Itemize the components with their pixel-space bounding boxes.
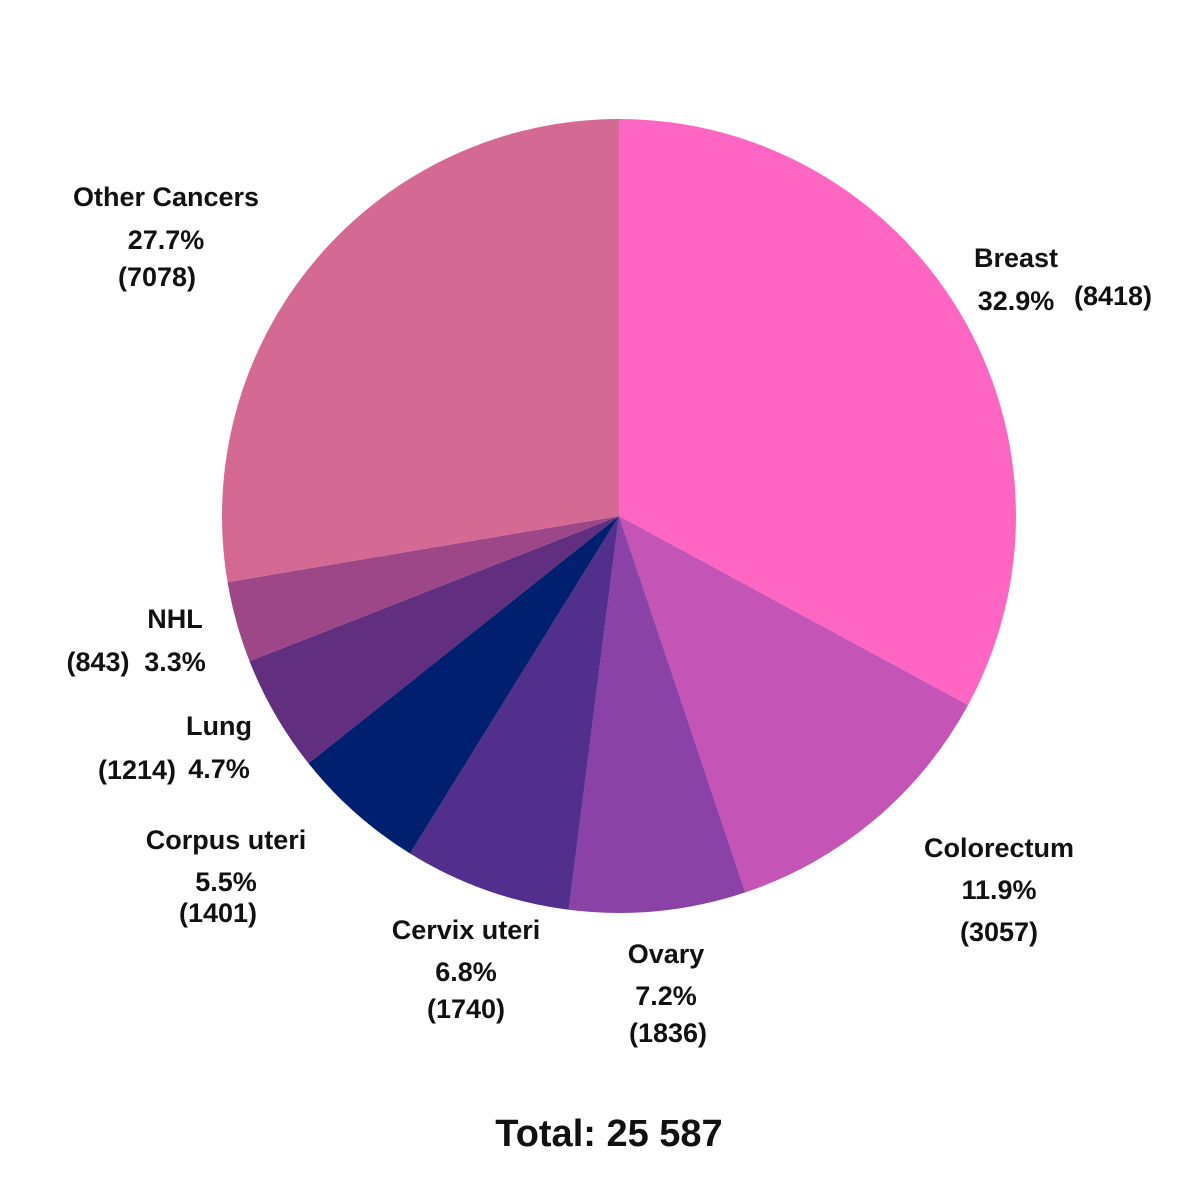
label-corpus-uteri-count: (1401) — [179, 898, 257, 928]
label-breast-percent: 32.9% — [978, 286, 1055, 316]
label-breast-category: Breast — [974, 243, 1058, 273]
pie-slice-ovary — [568, 516, 746, 913]
pie-slice-breast — [619, 119, 1017, 706]
pie-slice-lung — [249, 516, 619, 764]
pie-slice-other-cancers — [221, 119, 619, 583]
label-corpus-uteri-category: Corpus uteri — [146, 825, 307, 855]
label-other-cancers-count: (7078) — [118, 262, 196, 292]
pie-slice-colorectum — [619, 516, 969, 893]
label-other-cancers-percent: 27.7% — [128, 225, 205, 255]
label-lung-count: (1214) — [98, 755, 176, 785]
label-other-cancers-category: Other Cancers — [73, 182, 259, 212]
label-nhl-count: (843) — [66, 647, 129, 677]
label-ovary-percent: 7.2% — [635, 981, 697, 1011]
label-cervix-uteri-category: Cervix uteri — [392, 915, 541, 945]
total-label: Total: 25 587 — [495, 1113, 722, 1155]
pie-slice-corpus-uteri — [308, 516, 619, 854]
label-corpus-uteri-percent: 5.5% — [195, 867, 257, 897]
label-cervix-uteri-count: (1740) — [427, 994, 505, 1024]
label-nhl-percent: 3.3% — [144, 647, 206, 677]
label-ovary-category: Ovary — [628, 939, 705, 969]
pie-slice-cervix-uteri — [410, 516, 619, 910]
label-cervix-uteri-percent: 6.8% — [435, 957, 497, 987]
label-colorectum-category: Colorectum — [924, 833, 1074, 863]
label-nhl-category: NHL — [147, 604, 203, 634]
label-lung-percent: 4.7% — [188, 754, 250, 784]
label-breast-count: (8418) — [1074, 281, 1152, 311]
pie-slice-nhl — [227, 516, 620, 662]
label-colorectum-percent: 11.9% — [961, 875, 1036, 905]
pie-slices — [221, 119, 1017, 913]
label-lung-category: Lung — [186, 711, 252, 741]
label-colorectum-count: (3057) — [960, 917, 1038, 947]
label-ovary-count: (1836) — [629, 1018, 707, 1048]
